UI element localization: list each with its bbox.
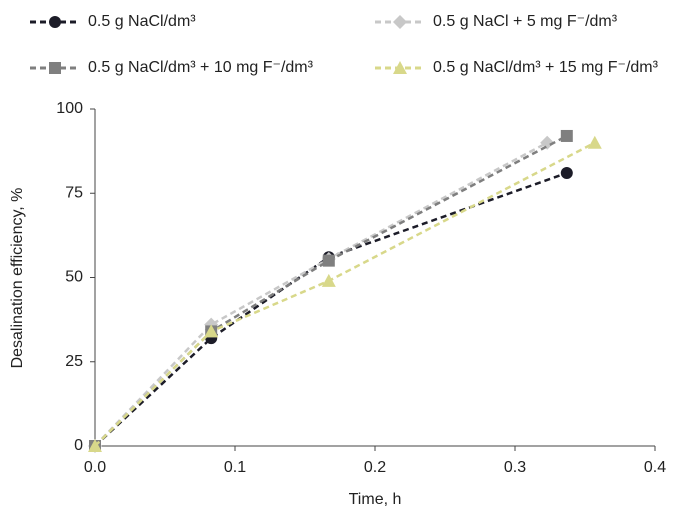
x-axis-label: Time, h (349, 491, 402, 508)
y-tick-label: 100 (56, 100, 83, 117)
marker (49, 16, 61, 28)
marker (560, 129, 573, 142)
marker (204, 324, 219, 338)
legend-label: 0.5 g NaCl/dm³ + 15 mg F⁻/dm³ (433, 59, 659, 76)
series-line (94, 171, 568, 447)
marker (88, 439, 102, 452)
y-tick-label: 50 (65, 269, 83, 286)
marker (393, 15, 407, 29)
y-tick-label: 0 (74, 437, 83, 454)
y-tick-label: 25 (65, 353, 83, 370)
y-tick-label: 75 (65, 184, 83, 201)
marker (321, 273, 336, 287)
x-tick-label: 0.4 (644, 459, 666, 476)
series-line (94, 141, 548, 447)
marker (587, 135, 602, 149)
marker (540, 135, 555, 150)
marker (560, 167, 573, 180)
x-tick-label: 0.2 (364, 459, 386, 476)
x-tick-label: 0.3 (504, 459, 526, 476)
legend-label: 0.5 g NaCl/dm³ (88, 13, 196, 30)
legend-label: 0.5 g NaCl/dm³ + 10 mg F⁻/dm³ (88, 59, 314, 76)
marker (49, 62, 61, 74)
x-tick-label: 0.1 (224, 459, 246, 476)
series-line (94, 141, 596, 447)
legend-label: 0.5 g NaCl + 5 mg F⁻/dm³ (433, 13, 618, 30)
y-axis-label: Desalination efficiency, % (9, 188, 26, 369)
marker (393, 61, 407, 74)
marker (322, 254, 335, 267)
x-tick-label: 0.0 (84, 459, 106, 476)
series-line (94, 134, 568, 447)
